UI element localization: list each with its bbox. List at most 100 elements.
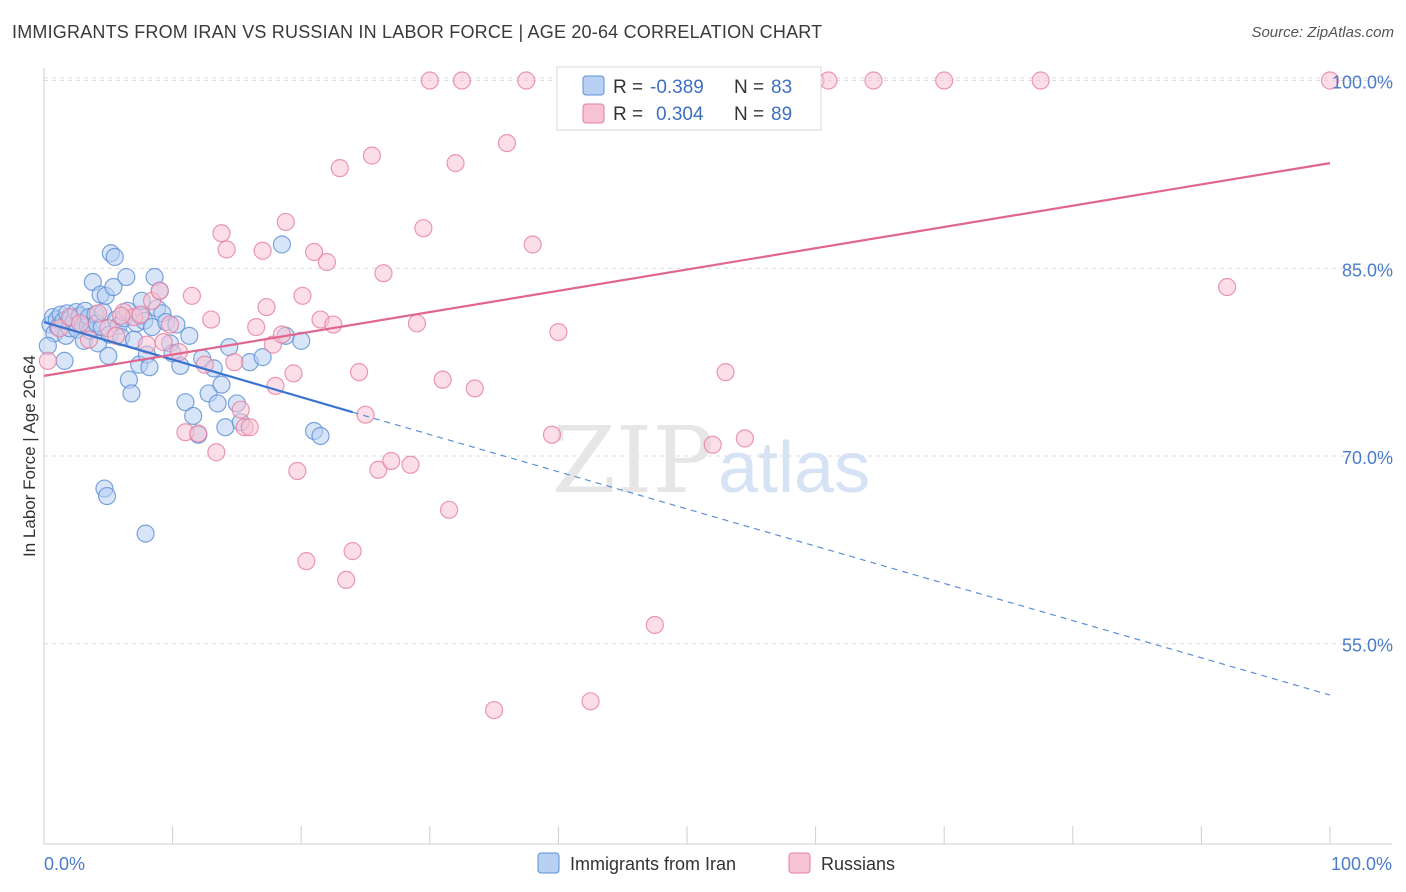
point-russians-40 (304, 242, 324, 262)
point-iran-82 (97, 486, 117, 506)
point-russians-54 (407, 314, 427, 333)
point-russians-5 (88, 304, 108, 323)
point-russians-23 (212, 224, 231, 243)
point-russians-42 (317, 252, 337, 272)
x-tick-label-min: 0.0% (44, 854, 85, 874)
legend-n-value-russians: 89 (771, 104, 792, 125)
point-iran-67 (208, 394, 227, 413)
point-russians-10 (131, 305, 150, 324)
point-iran-75 (272, 235, 292, 254)
bottom-legend: Immigrants from Iran Russians (537, 852, 895, 874)
point-iran-29 (99, 346, 118, 365)
point-russians-3 (70, 314, 90, 333)
point-russians-87 (1320, 71, 1340, 90)
point-russians-48 (356, 405, 375, 424)
point-russians-49 (362, 146, 382, 165)
trend-line-russians (43, 162, 1331, 377)
trend-line-iran-extension (352, 411, 1331, 696)
point-russians-21 (202, 310, 221, 329)
y-tick-label-3: 55.0% (1342, 636, 1393, 656)
point-russians-22 (207, 443, 226, 462)
point-iran-74 (253, 348, 272, 367)
point-russians-30 (253, 241, 272, 260)
legend-n-value-iran: 83 (771, 77, 792, 98)
point-russians-67 (549, 322, 568, 342)
point-iran-49 (140, 358, 159, 377)
watermark: ZIP atlas (552, 407, 870, 514)
point-russians-60 (452, 71, 472, 90)
point-russians-45 (337, 570, 356, 590)
point-russians-18 (182, 286, 201, 305)
point-russians-28 (240, 418, 259, 437)
bottom-legend-label-russians: Russians (821, 854, 895, 874)
legend-r-value-russians: 0.304 (656, 104, 704, 125)
legend-r-label-russians: R = (613, 104, 643, 125)
point-russians-73 (645, 615, 664, 635)
trend-lines (43, 162, 1331, 696)
x-tick-label-max: 100.0% (1331, 854, 1392, 874)
point-russians-52 (382, 451, 401, 471)
series-iran-points (38, 235, 330, 543)
point-russians-7 (106, 326, 126, 345)
point-iran-60 (176, 393, 195, 412)
point-russians-50 (369, 460, 388, 479)
legend-r-value-iran: -0.389 (650, 77, 704, 98)
point-russians-37 (288, 461, 307, 481)
bottom-legend-label-iran: Immigrants from Iran (570, 854, 736, 874)
point-russians-13 (150, 281, 169, 300)
point-russians-25 (225, 353, 244, 372)
point-russians-78 (735, 429, 754, 448)
point-iran-84 (55, 351, 74, 370)
bottom-legend-swatch-iran (537, 852, 560, 874)
point-iran-83 (136, 524, 155, 543)
point-russians-61 (465, 379, 484, 398)
point-iran-62 (184, 406, 203, 426)
point-russians-43 (324, 315, 343, 334)
legend-n-label-iran: N = (734, 77, 764, 98)
point-russians-56 (420, 71, 439, 90)
point-russians-0 (38, 351, 57, 370)
point-russians-24 (217, 240, 236, 259)
y-tick-label-0: 100.0% (1332, 73, 1393, 93)
point-russians-53 (401, 455, 420, 474)
point-russians-44 (330, 159, 349, 178)
point-russians-62 (485, 700, 504, 720)
legend-r-label-iran: R = (613, 77, 643, 98)
point-russians-36 (284, 364, 303, 383)
point-russians-65 (523, 235, 542, 254)
point-russians-29 (247, 317, 266, 337)
point-russians-19 (189, 424, 208, 443)
point-russians-58 (439, 500, 459, 519)
point-russians-76 (703, 435, 722, 454)
point-russians-35 (276, 212, 295, 232)
legend: R = -0.389 N = 83 R = 0.304 N = 89 (556, 66, 822, 131)
point-iran-38 (117, 267, 136, 287)
chart-title: IMMIGRANTS FROM IRAN VS RUSSIAN IN LABOR… (12, 22, 823, 42)
point-russians-84 (935, 71, 954, 90)
bottom-legend-swatch-russians (788, 852, 811, 874)
point-russians-59 (446, 154, 465, 173)
point-russians-66 (542, 425, 562, 444)
y-axis-title: In Labor Force | Age 20-64 (20, 355, 39, 557)
point-russians-88 (112, 306, 131, 325)
point-iran-33 (105, 247, 124, 267)
chart-source: Source: ZipAtlas.com (1251, 24, 1394, 41)
point-russians-26 (231, 400, 250, 419)
watermark-zip: ZIP (552, 407, 714, 514)
point-russians-51 (374, 264, 393, 283)
point-iran-79 (311, 426, 330, 446)
point-iran-41 (122, 384, 141, 403)
y-tick-label-2: 70.0% (1342, 448, 1393, 468)
y-tick-label-1: 85.0% (1342, 260, 1393, 280)
point-russians-85 (1031, 71, 1050, 90)
y-tick-labels: 100.0% 85.0% 70.0% 55.0% (1332, 73, 1393, 656)
point-russians-86 (1218, 277, 1237, 297)
trend-line-iran (43, 321, 353, 414)
point-russians-14 (154, 333, 173, 352)
point-russians-57 (433, 370, 452, 389)
point-iran-69 (216, 418, 235, 437)
axes (43, 68, 1392, 845)
point-russians-64 (517, 71, 536, 90)
legend-swatch-russians (582, 103, 605, 124)
